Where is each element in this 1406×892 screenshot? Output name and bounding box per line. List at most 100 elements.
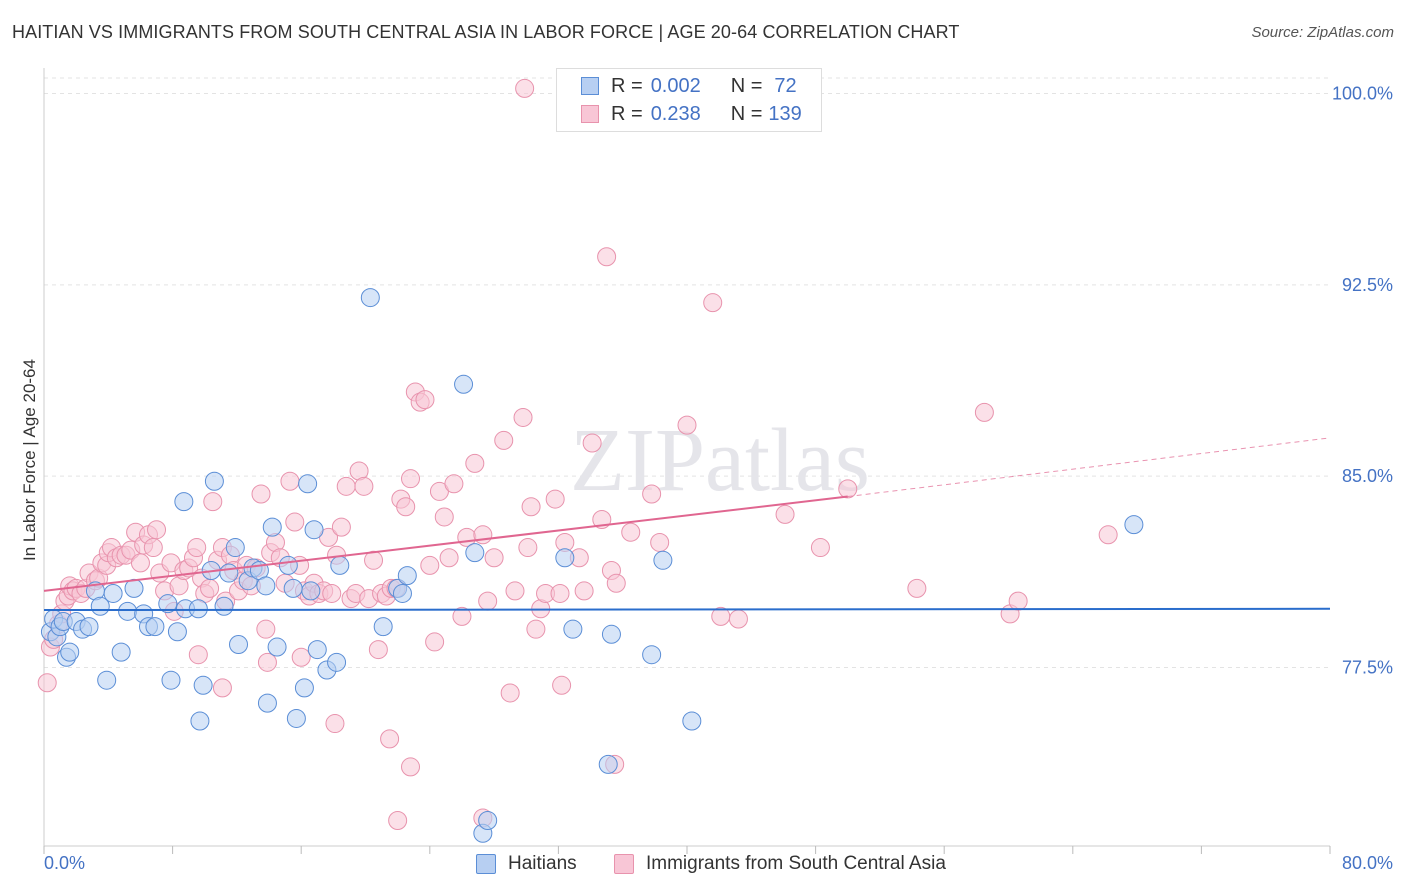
haitians-point xyxy=(298,474,318,494)
immigrants-point xyxy=(415,390,435,410)
haitians-point xyxy=(229,634,249,654)
legend-r-label: R = xyxy=(611,74,643,97)
haitians-point xyxy=(262,517,282,537)
immigrants-point xyxy=(838,479,858,499)
immigrants-point xyxy=(478,591,498,611)
haitians-trend-line xyxy=(43,607,1331,612)
bottom-legend-immigrants: Immigrants from South Central Asia xyxy=(614,852,946,876)
immigrants-point xyxy=(465,453,485,473)
immigrants-point xyxy=(582,433,602,453)
bottom-legend-swatch-immigrants xyxy=(614,854,634,874)
haitians-point xyxy=(1124,515,1144,535)
haitians-point xyxy=(294,678,314,698)
watermark: ZIPatlas xyxy=(570,411,870,510)
haitians-point xyxy=(286,708,306,728)
y-tick-label: 92.5% xyxy=(1342,275,1393,295)
haitians-point xyxy=(278,555,298,575)
haitians-point xyxy=(219,563,239,583)
trend-lines xyxy=(43,437,1331,612)
tick-labels: 77.5% 85.0% 92.5% 100.0% 0.0% 80.0% xyxy=(44,84,1393,873)
immigrants-point xyxy=(1008,591,1028,611)
haitians-point xyxy=(204,471,224,491)
x-tick-label: 80.0% xyxy=(1342,853,1393,873)
immigrants-point xyxy=(364,550,384,570)
immigrants-point xyxy=(526,619,546,639)
immigrants-point xyxy=(974,402,994,422)
haitians-point xyxy=(682,711,702,731)
haitians-point xyxy=(598,754,618,774)
haitians-point xyxy=(330,555,350,575)
haitians-point xyxy=(256,576,276,596)
haitians-point xyxy=(193,675,213,695)
haitians-point xyxy=(301,581,321,601)
legend-n-value: 139 xyxy=(768,102,802,125)
legend-r-value: 0.002 xyxy=(650,74,701,97)
immigrants-point xyxy=(336,476,356,496)
immigrants-point xyxy=(545,489,565,509)
immigrants-point xyxy=(425,632,445,652)
haitians-point xyxy=(555,548,575,568)
immigrants-point xyxy=(703,293,723,313)
immigrants-point xyxy=(200,578,220,598)
immigrants-point xyxy=(1098,525,1118,545)
immigrants-point xyxy=(775,504,795,524)
immigrants-point xyxy=(322,583,342,603)
source-note: Source: ZipAtlas.com xyxy=(1251,24,1394,41)
haitians-point xyxy=(653,550,673,570)
immigrants-trend-extension xyxy=(847,437,1331,498)
haitians-point xyxy=(373,617,393,637)
immigrants-point xyxy=(574,581,594,601)
axes xyxy=(43,68,1331,854)
immigrants-point xyxy=(642,484,662,504)
haitians-point xyxy=(360,288,380,308)
haitians-point xyxy=(478,810,498,830)
legend-r-label: R = xyxy=(611,102,643,125)
bottom-legend-swatch-haitians xyxy=(476,854,496,874)
bottom-legend-label-immigrants: Immigrants from South Central Asia xyxy=(646,853,946,874)
haitians-point xyxy=(642,645,662,665)
chart-title: HAITIAN VS IMMIGRANTS FROM SOUTH CENTRAL… xyxy=(12,22,960,42)
haitians-point xyxy=(174,492,194,512)
haitians-point xyxy=(118,601,138,621)
haitians-point xyxy=(267,637,287,657)
haitians-point xyxy=(145,617,165,637)
haitians-point xyxy=(158,594,178,614)
immigrants-point xyxy=(728,609,748,629)
haitians-point xyxy=(392,583,412,603)
immigrants-point xyxy=(37,673,57,693)
haitians-point xyxy=(307,640,327,660)
immigrants-trend-line xyxy=(43,495,848,592)
immigrants-point xyxy=(388,810,408,830)
immigrants-point xyxy=(401,757,421,777)
immigrants-point xyxy=(439,548,459,568)
haitians-point xyxy=(167,622,187,642)
haitians-point xyxy=(454,374,474,394)
haitians-point xyxy=(188,599,208,619)
immigrants-point xyxy=(907,578,927,598)
legend-n-label: N = xyxy=(730,74,763,97)
haitians-point xyxy=(79,617,99,637)
legend-n-value: 72 xyxy=(774,74,797,97)
haitians-point xyxy=(161,670,181,690)
haitians-point xyxy=(214,596,234,616)
immigrants-point xyxy=(401,469,421,489)
haitians-point xyxy=(257,693,277,713)
immigrants-point xyxy=(143,538,163,558)
immigrants-point xyxy=(380,729,400,749)
legend-n-label: N = xyxy=(730,102,763,125)
legend-row-haitians: R = 0.002 N = 72 xyxy=(581,73,797,99)
y-tick-label: 100.0% xyxy=(1332,84,1393,104)
immigrants-point xyxy=(420,555,440,575)
immigrants-point xyxy=(552,675,572,695)
immigrants-point xyxy=(550,583,570,603)
immigrants-point xyxy=(285,512,305,532)
immigrants-point xyxy=(518,538,538,558)
immigrants-point xyxy=(513,407,533,427)
haitians-point xyxy=(111,642,131,662)
immigrants-point xyxy=(521,497,541,517)
immigrants-point xyxy=(650,532,670,552)
immigrants-point xyxy=(354,476,374,496)
immigrants-point xyxy=(257,652,277,672)
immigrants-point xyxy=(597,247,617,267)
